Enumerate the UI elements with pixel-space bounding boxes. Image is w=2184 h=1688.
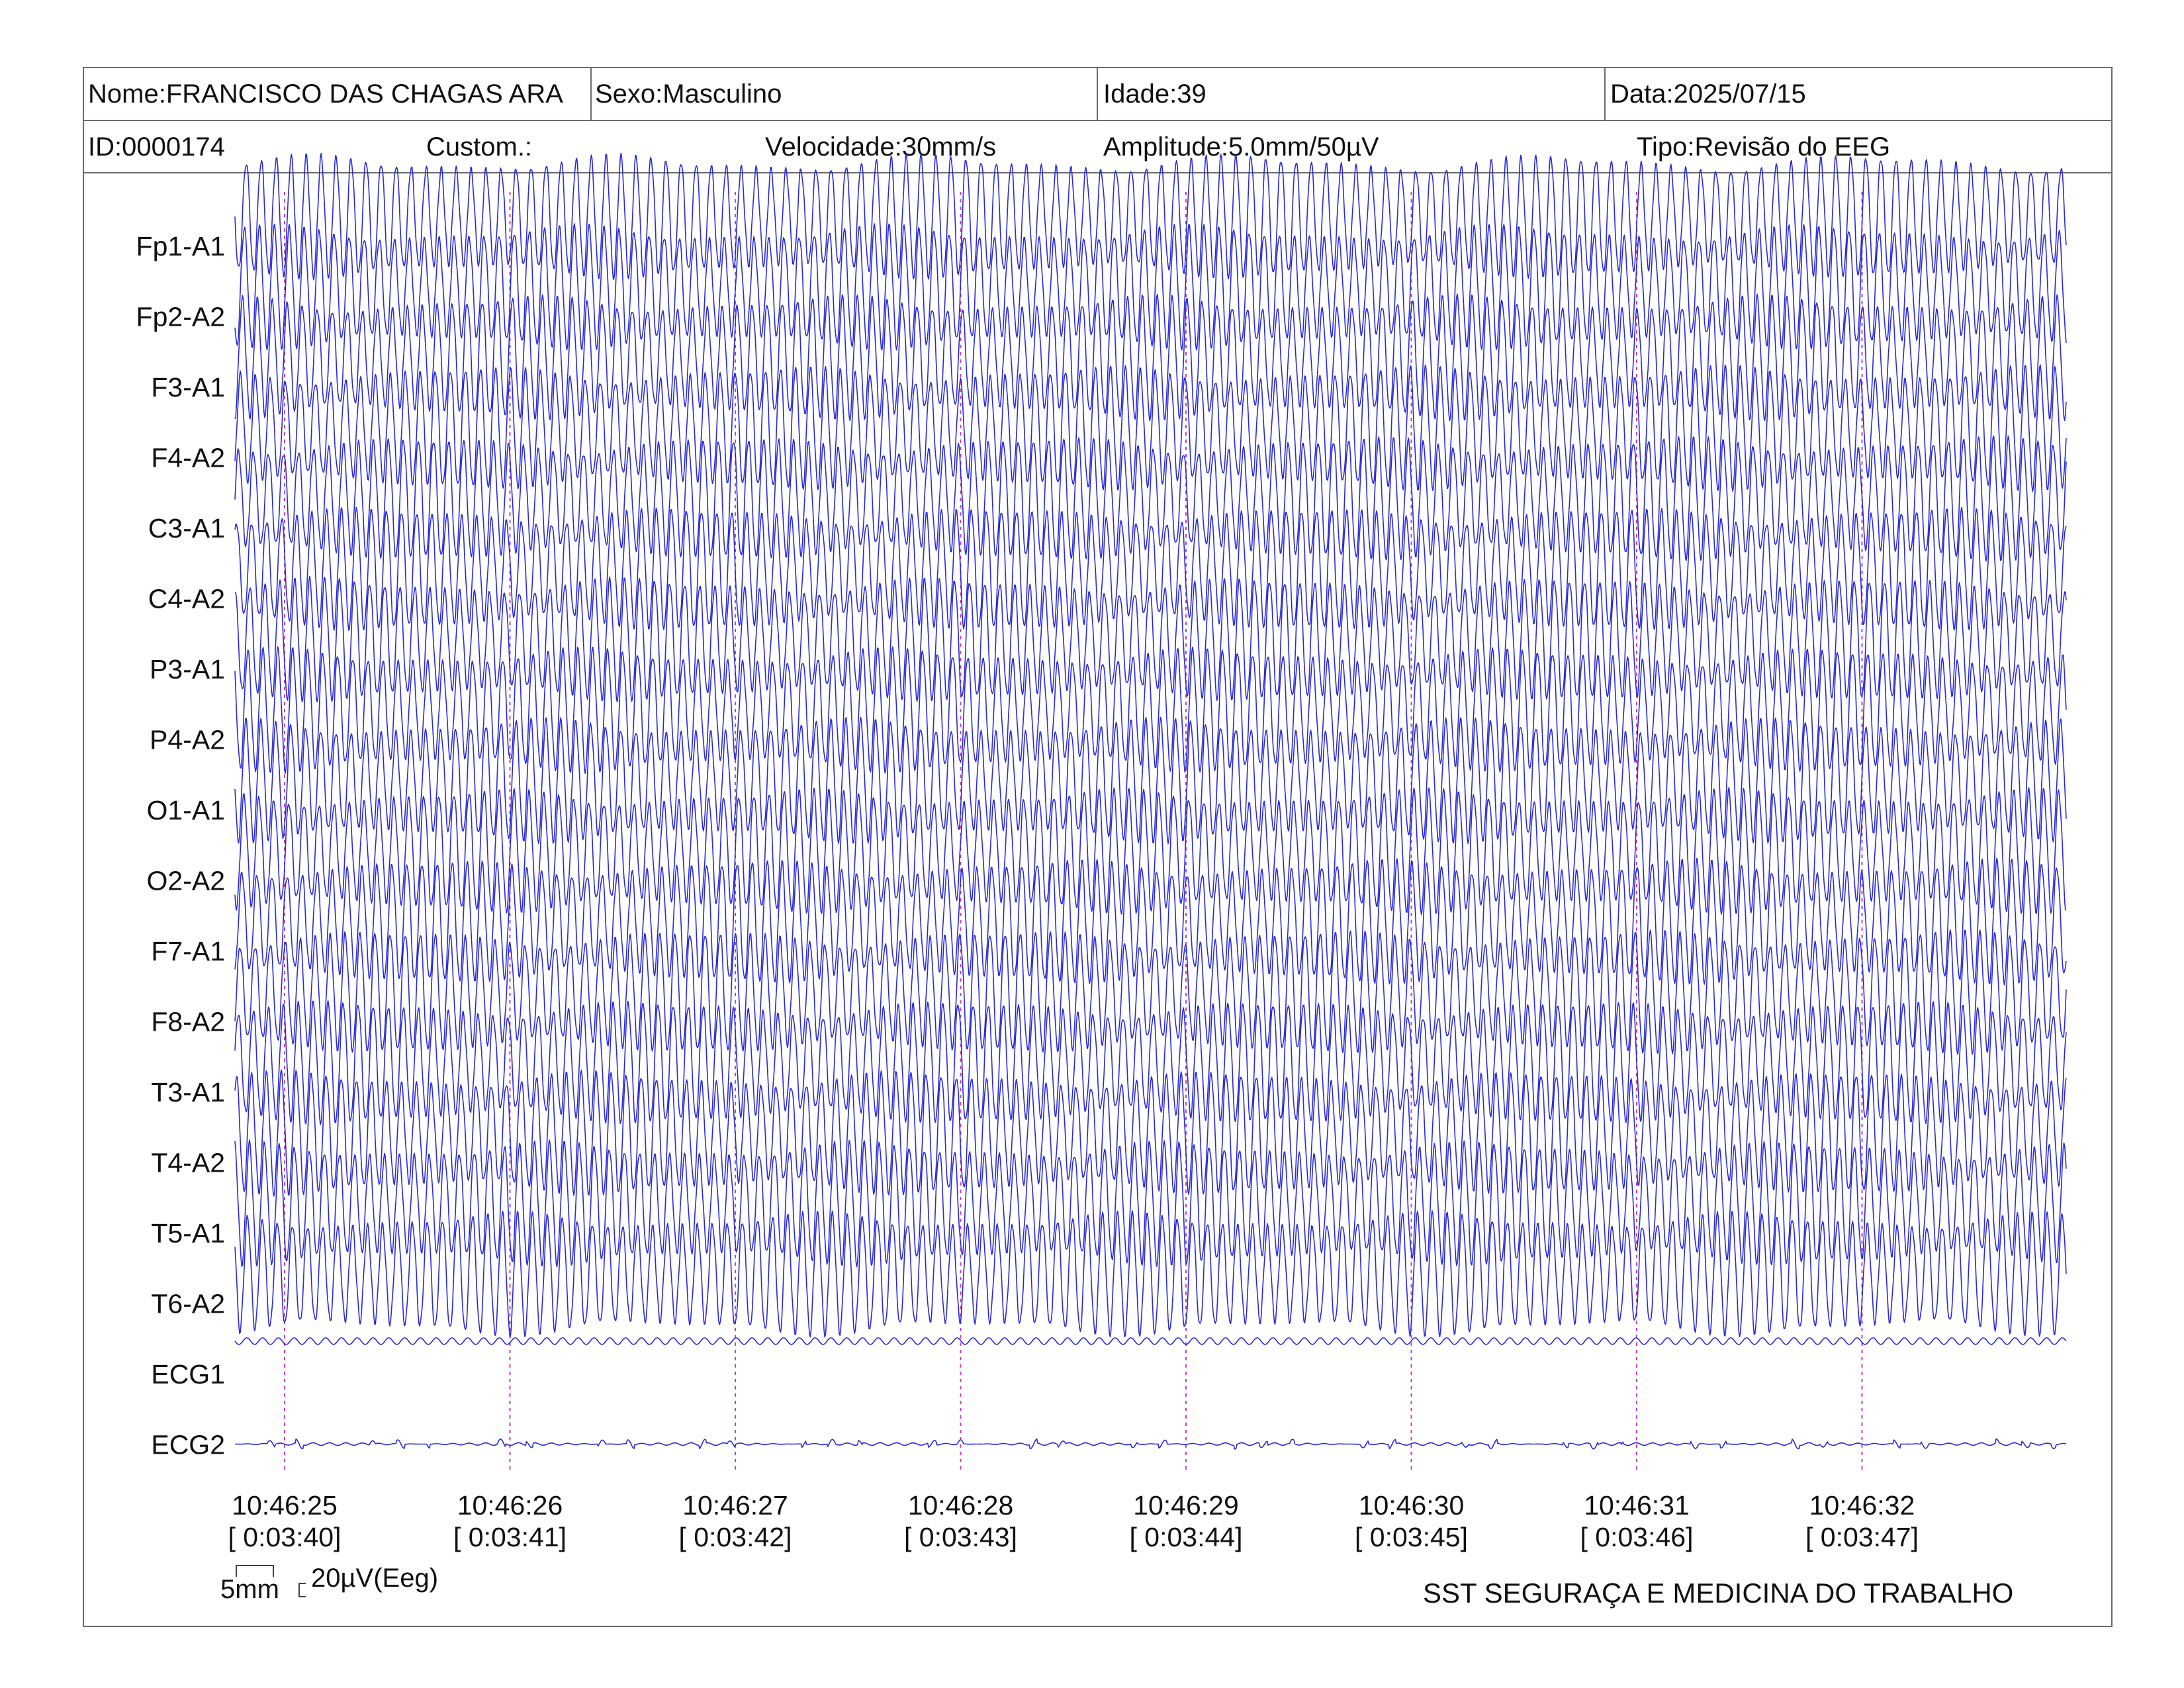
header-divider [590, 68, 592, 120]
custom-field: Custom.: [426, 132, 533, 162]
time-label: 10:46:25 [232, 1490, 338, 1521]
trace-t6-a2 [234, 1210, 2067, 1338]
trace-ecg1 [234, 1337, 2067, 1345]
patient-age: Idade:39 [1103, 79, 1206, 109]
header-row-recording: ID:0000174 Custom.: Velocidade:30mm/s Am… [84, 121, 2111, 173]
channel-label: F7-A1 [151, 936, 225, 966]
channel-label: P4-A2 [150, 725, 225, 755]
channel-label: T6-A2 [151, 1289, 225, 1319]
trace-o1-a1 [234, 716, 2067, 844]
header-divider [1604, 68, 1606, 120]
time-label: 10:46:26 [457, 1490, 563, 1521]
channel-label: O1-A1 [147, 795, 226, 825]
trace-fp2-a2 [234, 223, 2067, 351]
patient-sex: Sexo:Masculino [595, 79, 782, 109]
patient-name: Nome:FRANCISCO DAS CHAGAS ARA [88, 79, 563, 109]
trace-c3-a1 [234, 435, 2067, 562]
trace-o2-a2 [234, 787, 2067, 915]
trace-ecg2 [235, 1438, 2067, 1450]
channel-label: O2-A2 [147, 866, 226, 896]
time-label: 10:46:32 [1809, 1490, 1915, 1521]
trace-t5-a1 [234, 1139, 2067, 1268]
amplitude-setting: Amplitude:5.0mm/50µV [1103, 132, 1379, 162]
trace-c4-a2 [234, 506, 2067, 631]
trace-t3-a1 [234, 1000, 2067, 1125]
trace-f4-a2 [234, 364, 2067, 492]
channel-label: F3-A1 [151, 372, 225, 402]
amplitude-scale-bar [298, 1583, 306, 1597]
trace-f8-a2 [234, 929, 2067, 1055]
time-label: 10:46:29 [1133, 1490, 1239, 1521]
channel-label: F4-A2 [151, 443, 225, 473]
paper-speed: Velocidade:30mm/s [765, 132, 997, 162]
report-frame: Nome:FRANCISCO DAS CHAGAS ARA Sexo:Mascu… [83, 67, 2113, 1627]
channel-label: T4-A2 [151, 1148, 225, 1178]
trace-fp1-a1 [234, 152, 2067, 281]
elapsed-time-label: [ 0:03:40] [228, 1522, 341, 1552]
channel-label: Fp1-A1 [136, 231, 225, 261]
time-scale-bar [236, 1565, 274, 1577]
channel-label: ECG2 [151, 1430, 225, 1460]
elapsed-time-label: [ 0:03:45] [1355, 1522, 1468, 1552]
time-label: 10:46:27 [682, 1490, 788, 1521]
elapsed-time-label: [ 0:03:43] [904, 1522, 1017, 1552]
time-label: 10:46:30 [1359, 1490, 1465, 1521]
amplitude-scale-label: 20µV(Eeg) [311, 1564, 439, 1593]
time-label: 10:46:28 [908, 1490, 1014, 1521]
channel-label: T5-A1 [151, 1218, 225, 1248]
record-type: Tipo:Revisão do EEG [1637, 132, 1891, 162]
time-label: 10:46:31 [1584, 1490, 1690, 1521]
channel-label: Fp2-A2 [136, 302, 225, 332]
record-date: Data:2025/07/15 [1610, 79, 1806, 109]
time-scale-label: 5mm [220, 1575, 279, 1604]
trace-p3-a1 [234, 575, 2067, 703]
elapsed-time-label: [ 0:03:46] [1580, 1522, 1694, 1552]
elapsed-time-label: [ 0:03:47] [1805, 1522, 1919, 1552]
channel-label: ECG1 [151, 1359, 225, 1389]
channel-label: P3-A1 [150, 654, 225, 684]
channel-label: C3-A1 [148, 513, 225, 543]
header-divider [1097, 68, 1098, 120]
channel-label: T3-A1 [151, 1077, 225, 1107]
channel-label: C4-A2 [148, 584, 225, 614]
elapsed-time-label: [ 0:03:42] [679, 1522, 792, 1552]
elapsed-time-label: [ 0:03:44] [1130, 1522, 1243, 1552]
channel-label: F8-A2 [151, 1007, 225, 1037]
trace-p4-a2 [234, 646, 2067, 774]
trace-f7-a1 [234, 857, 2067, 986]
trace-t4-a2 [234, 1069, 2067, 1197]
header-row-patient: Nome:FRANCISCO DAS CHAGAS ARA Sexo:Mascu… [84, 68, 2111, 121]
patient-id: ID:0000174 [88, 132, 225, 162]
elapsed-time-label: [ 0:03:41] [453, 1522, 567, 1552]
trace-f3-a1 [234, 293, 2067, 422]
company-name: SST SEGURAÇA E MEDICINA DO TRABALHO [1423, 1577, 2014, 1609]
